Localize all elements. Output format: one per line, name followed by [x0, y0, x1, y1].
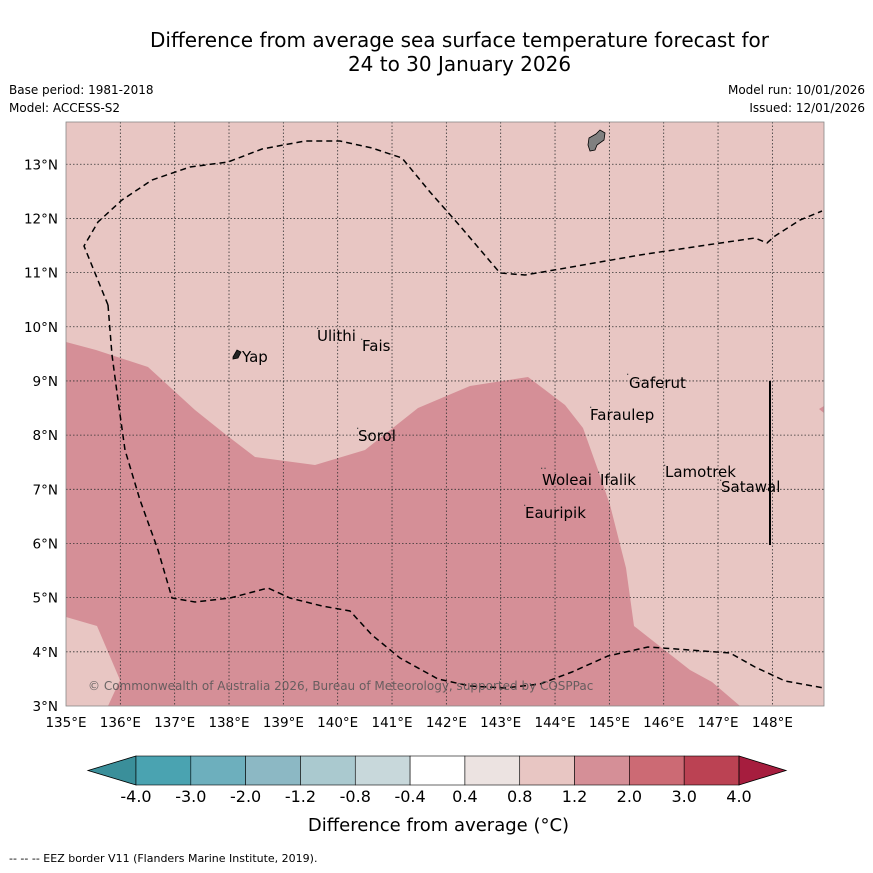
colorbar-tick-label: 3.0: [671, 787, 697, 806]
colorbar-tick-label: 0.4: [452, 787, 478, 806]
svg-text:·: ·: [589, 402, 592, 414]
lon-label: 135°E: [45, 715, 86, 731]
colorbar-segment: [629, 755, 685, 786]
lat-label: 12°N: [24, 211, 58, 227]
colorbar-extend-low: [86, 755, 137, 786]
lon-label: 143°E: [480, 715, 521, 731]
colorbar-tick-label: -1.2: [284, 787, 317, 806]
lat-label: 4°N: [33, 645, 58, 661]
place-label-sorol: Sorol: [358, 427, 396, 445]
lat-label: 6°N: [33, 536, 58, 552]
colorbar-segment: [574, 755, 630, 786]
colorbar-extend-high: [738, 755, 788, 786]
eez-border-north: [83, 140, 823, 306]
lon-label: 144°E: [535, 715, 576, 731]
colorbar-tick-label: 2.0: [616, 787, 643, 806]
chart-title: Difference from average sea surface temp…: [0, 28, 873, 76]
colorbar-tick-label: -2.0: [230, 787, 262, 806]
place-label-fais: Fais: [362, 337, 391, 355]
title-line-1: Difference from average sea surface temp…: [149, 28, 769, 52]
colorbar-segment: [409, 755, 466, 786]
colorbar-tick-label: -4.0: [120, 787, 152, 806]
footer-legend: -- -- -- EEZ border V11 (Flanders Marine…: [9, 852, 318, 865]
svg-text:·: ·: [316, 323, 319, 335]
svg-text:·: ·: [360, 334, 363, 346]
place-label-satawal: Satawal: [721, 478, 780, 496]
svg-text:·: ·: [356, 423, 359, 435]
colorbar-tick-label: -0.8: [339, 787, 371, 806]
lon-label: 137°E: [154, 715, 195, 731]
longitude-labels: 135°E 136°E 137°E 138°E 139°E 140°E 141°E 142°E…: [45, 715, 792, 731]
latitude-labels: 3°N 4°N 5°N 6°N 7°N 8°N 9°N 10°N 11°N 12°N 13°N: [24, 157, 58, 715]
place-label-ulithi: Ulithi: [317, 327, 356, 345]
anomaly-fill-light-north: [66, 122, 824, 706]
lat-label: 9°N: [33, 374, 58, 390]
copyright-text: © Commonwealth of Australia 2026, Bureau…: [88, 679, 593, 693]
svg-text:·: ·: [626, 369, 629, 381]
colorbar-segment: [245, 755, 301, 786]
map-frame: [65, 121, 825, 707]
colorbar: [86, 755, 788, 786]
colorbar-tick-label: 0.8: [506, 787, 533, 806]
yap-island: [232, 349, 242, 360]
colorbar-tick-label: 1.2: [561, 787, 588, 806]
title-line-2: 24 to 30 January 2026: [347, 52, 572, 76]
lon-label: 140°E: [317, 715, 358, 731]
place-label-gaferut: Gaferut: [629, 374, 686, 392]
colorbar-segment: [683, 755, 740, 786]
colorbar-segment: [464, 755, 521, 786]
lon-label: 138°E: [208, 715, 249, 731]
colorbar-tick-label: -0.4: [394, 787, 426, 806]
svg-text:·: ·: [523, 500, 526, 512]
lat-label: 10°N: [24, 320, 58, 336]
place-dots: ··· ···· ··· ·: [316, 323, 722, 512]
model-name: Model: ACCESS-S2: [9, 101, 121, 115]
colorbar-segment: [190, 755, 246, 786]
lon-label: 145°E: [589, 715, 630, 731]
graticule: [66, 122, 824, 706]
meta-right: Model run: 10/01/2026 Issued: 12/01/2026: [728, 81, 865, 117]
issued-date: Issued: 12/01/2026: [749, 101, 865, 115]
lat-label: 5°N: [33, 591, 58, 607]
base-period: Base period: 1981-2018: [9, 83, 154, 97]
place-labels: Yap Ulithi Fais Sorol Gaferut Faraulep W…: [241, 327, 780, 522]
lon-label: 146°E: [643, 715, 684, 731]
anomaly-fill-light-sw: [66, 617, 120, 706]
colorbar-segment: [135, 755, 192, 786]
place-label-faraulep: Faraulep: [590, 406, 654, 424]
lon-label: 147°E: [698, 715, 739, 731]
lat-label: 11°N: [24, 266, 58, 282]
lat-label: 8°N: [33, 428, 58, 444]
lon-label: 142°E: [426, 715, 467, 731]
place-label-ifalik: Ifalik: [600, 471, 636, 489]
place-label-yap: Yap: [241, 348, 268, 366]
eez-border-west-south: [107, 304, 825, 689]
lat-label: 3°N: [33, 699, 58, 715]
svg-text:·: ·: [719, 475, 722, 487]
guam-island: [587, 129, 606, 152]
colorbar-segment: [354, 755, 411, 786]
lat-label: 13°N: [24, 157, 58, 173]
colorbar-segment: [300, 755, 356, 786]
colorbar-tick-label: 4.0: [726, 787, 752, 806]
place-label-eauripik: Eauripik: [525, 504, 586, 522]
lon-label: 141°E: [371, 715, 412, 731]
lon-label: 136°E: [100, 715, 141, 731]
svg-text:·: ·: [597, 467, 600, 479]
colorbar-segment: [519, 755, 575, 786]
lon-label: 139°E: [263, 715, 304, 731]
place-label-woleai: Woleai: [542, 471, 592, 489]
svg-text:·: ·: [663, 460, 666, 472]
anomaly-layer: [66, 122, 824, 706]
svg-text:··: ··: [540, 463, 547, 475]
colorbar-tick-label: -3.0: [175, 787, 207, 806]
lat-label: 7°N: [33, 482, 58, 498]
meta-left: Base period: 1981-2018 Model: ACCESS-S2: [9, 81, 154, 117]
lon-label: 148°E: [752, 715, 793, 731]
place-label-lamotrek: Lamotrek: [665, 463, 736, 481]
model-run: Model run: 10/01/2026: [727, 83, 865, 97]
anomaly-fill-east-patch: [819, 406, 824, 413]
colorbar-label: Difference from average (°C): [307, 815, 570, 836]
